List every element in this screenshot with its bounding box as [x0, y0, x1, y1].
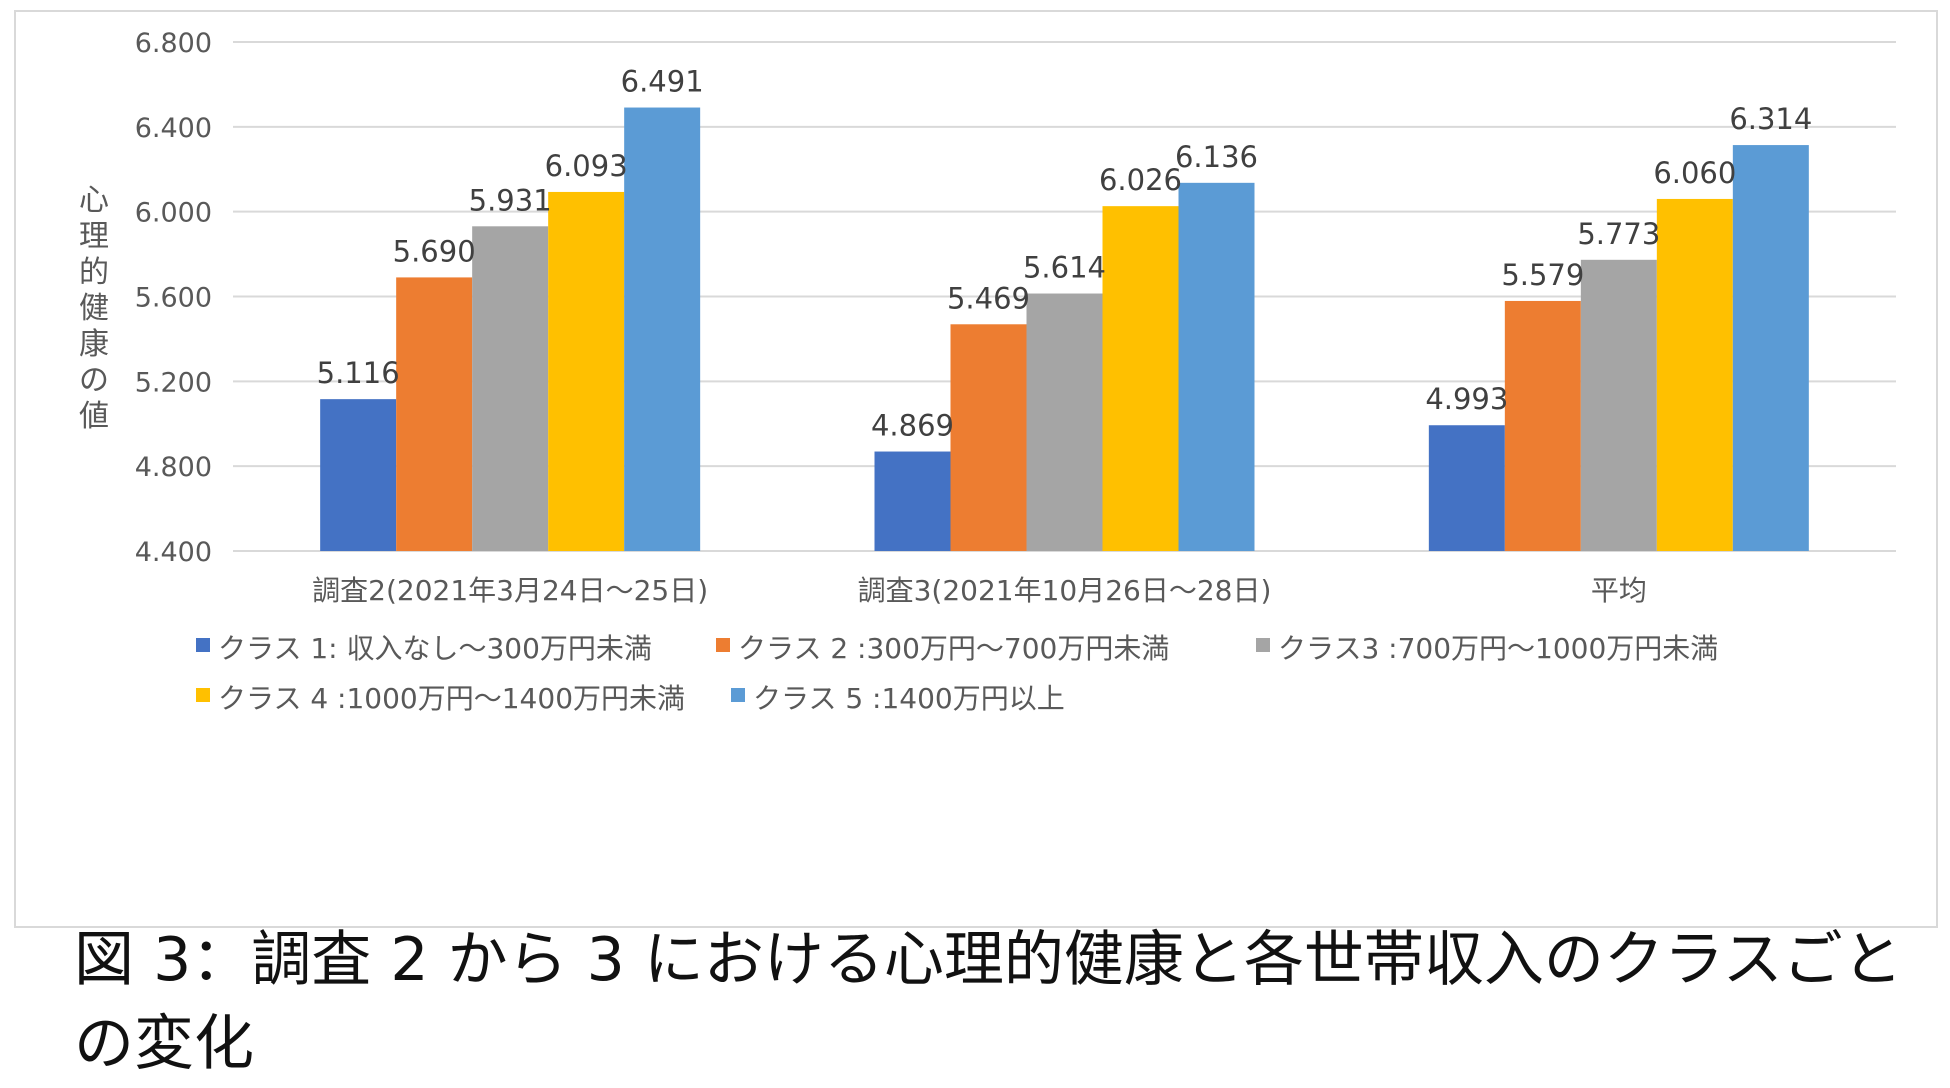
legend-swatch	[1256, 638, 1270, 652]
data-label: 6.491	[621, 65, 704, 99]
data-label: 6.026	[1099, 163, 1182, 197]
bar-series-1-cat-2	[874, 451, 951, 551]
legend-label: クラス 2 :300万円～700万円未満	[738, 632, 1169, 665]
bar-series-2-cat-2	[950, 324, 1027, 551]
bars	[320, 107, 1809, 552]
bar-series-2-cat-3	[1504, 300, 1581, 551]
x-category-label: 調査3(2021年10月26日～28日)	[858, 574, 1272, 607]
chart-frame: 4.400 4.800 5.200 5.600 6.000 6.400 6.800 5.11…	[14, 10, 1938, 928]
bar-series-3-cat-3	[1580, 259, 1657, 551]
data-label: 5.931	[469, 183, 552, 217]
bar-series-3-cat-1	[472, 226, 549, 551]
bar-series-4-cat-3	[1656, 198, 1733, 552]
legend-label: クラス 5 :1400万円以上	[753, 682, 1065, 715]
bar-series-1-cat-3	[1428, 425, 1505, 551]
data-label: 5.773	[1577, 217, 1660, 251]
y-tick-label: 6.400	[135, 113, 212, 144]
bar-series-1-cat-1	[320, 399, 397, 551]
legend: クラス 1: 収入なし～300万円未満 クラス 2 :300万円～700万円未満ク…	[196, 632, 1718, 715]
legend-label: クラス 4 :1000万円～1400万円未満	[218, 682, 685, 715]
bar-series-4-cat-2	[1102, 206, 1179, 551]
y-axis-title: 心理的健康の値	[79, 183, 109, 434]
data-label: 6.136	[1175, 140, 1258, 174]
legend-label: クラス 1: 収入なし～300万円未満	[218, 632, 652, 665]
y-axis-ticks: 4.400 4.800 5.200 5.600 6.000 6.400 6.800	[135, 28, 212, 568]
x-category-label: 平均	[1591, 574, 1647, 607]
y-tick-label: 6.800	[135, 28, 212, 59]
bar-series-5-cat-3	[1732, 145, 1809, 551]
chart-svg: 4.400 4.800 5.200 5.600 6.000 6.400 6.800 5.11…	[79, 28, 1896, 715]
legend-swatch	[196, 688, 210, 702]
figure-caption: 図 3：調査 2 から 3 における心理的健康と各世帯収入のクラスごとの変化	[74, 925, 1903, 1079]
bar-series-5-cat-1	[624, 107, 701, 551]
data-label: 5.116	[317, 356, 400, 390]
x-axis-categories: 調査2(2021年3月24日～25日) 調査3(2021年10月26日～28日) 平…	[312, 574, 1647, 607]
data-label: 5.690	[393, 234, 476, 268]
y-tick-label: 5.600	[135, 283, 212, 314]
legend-swatch	[196, 638, 210, 652]
data-label: 5.469	[947, 281, 1030, 315]
bar-series-4-cat-1	[548, 191, 625, 551]
data-label: 5.579	[1501, 258, 1584, 292]
legend-swatch	[716, 638, 730, 652]
bar-series-3-cat-2	[1026, 293, 1103, 551]
legend-swatch	[731, 688, 745, 702]
y-tick-label: 4.400	[135, 537, 212, 568]
data-label: 4.993	[1425, 382, 1508, 416]
y-axis-label: 心理的健康の値	[79, 183, 109, 434]
y-tick-label: 5.200	[135, 367, 212, 398]
data-labels: 5.116 4.869 4.993 5.690 5.469 5.579 5.931 5.614…	[317, 65, 1813, 443]
legend-label: クラス3 :700万円～1000万円未満	[1278, 632, 1718, 665]
data-label: 6.060	[1653, 156, 1736, 190]
data-label: 4.869	[871, 409, 954, 443]
data-label: 5.614	[1023, 251, 1106, 285]
data-label: 6.314	[1729, 102, 1812, 136]
x-category-label: 調査2(2021年3月24日～25日)	[312, 574, 708, 607]
y-tick-label: 6.000	[135, 198, 212, 229]
y-tick-label: 4.800	[135, 452, 212, 483]
bar-series-5-cat-2	[1178, 182, 1255, 551]
bar-series-2-cat-1	[396, 277, 473, 551]
data-label: 6.093	[545, 149, 628, 183]
